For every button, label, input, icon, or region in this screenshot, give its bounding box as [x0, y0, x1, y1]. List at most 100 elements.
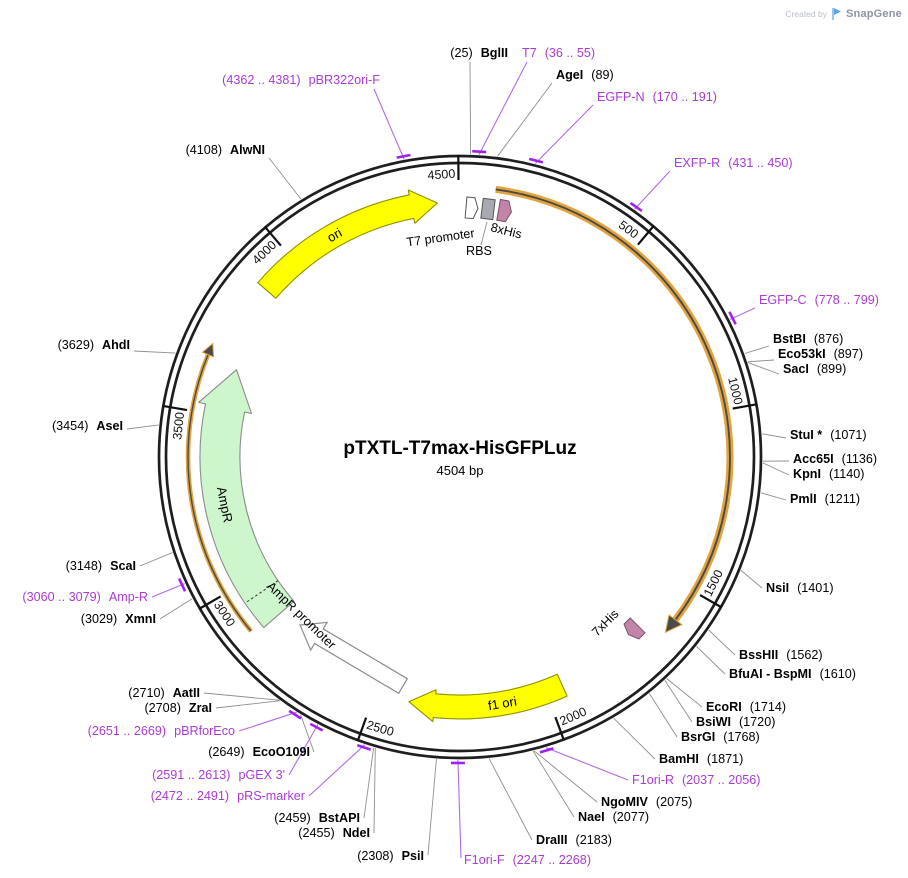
- plasmid-title-block: pTXTL-T7max-HisGFPLuz 4504 bp: [343, 438, 576, 478]
- leader-line-psii: [427, 759, 437, 856]
- feature-label-t7-promoter: T7 promoter: [406, 226, 476, 249]
- leader-line-nsii: [740, 570, 763, 589]
- enzyme-label-bfuai-bspmi: BfuAI - BspMI (1610): [729, 667, 856, 681]
- primer-label-amp-r: (3060 .. 3079) Amp-R: [22, 590, 148, 604]
- ampr-orf-arrowhead: [201, 342, 215, 358]
- enzyme-label-xmni: (3029) XmnI: [81, 612, 156, 626]
- feature-label-8xhis: 8xHis: [489, 220, 523, 241]
- ori-label: ori: [325, 225, 345, 245]
- leader-line-bstapi: [363, 747, 375, 819]
- leader-line-ahdi: [133, 350, 176, 354]
- leader-line-agei: [497, 82, 553, 157]
- tick-label-3000: 3000: [211, 598, 238, 629]
- leader-line-ngomiv: [533, 750, 598, 803]
- f1-ori-label: f1 ori: [487, 694, 518, 714]
- f1-ori-feature-arrow: [408, 673, 568, 723]
- enzyme-label-bsshii: BssHII (1562): [739, 648, 823, 662]
- primer-label-egfp-c: EGFP-C (778 .. 799): [759, 293, 879, 307]
- rbs-glyph: [480, 197, 496, 221]
- tick-500: [637, 224, 655, 246]
- snapgene-logo-icon: [831, 8, 841, 20]
- leader-line-pbr322ori-f: [373, 88, 405, 160]
- primer-label-prs-marker: (2472 .. 2491) pRS-marker: [151, 789, 305, 803]
- enzyme-label-bamhi: BamHI (1871): [659, 752, 743, 766]
- leader-line-asei: [126, 424, 159, 430]
- leader-line-bsshii: [708, 629, 736, 656]
- enzyme-label-ngomiv: NgoMIV (2075): [601, 795, 692, 809]
- tick-2500: [356, 717, 368, 742]
- enzyme-label-bsiwi: BsiWI (1720): [696, 715, 775, 729]
- enzyme-label-ndei: (2455) NdeI: [298, 826, 370, 840]
- enzyme-label-scai: (3148) ScaI: [66, 559, 136, 573]
- leader-line-bsiwi: [664, 680, 693, 723]
- primer-mark-pgex-3: [309, 722, 324, 732]
- primer-mark-pbrforeco: [288, 709, 302, 720]
- enzyme-label-asei: (3454) AseI: [52, 419, 123, 433]
- leader-line-eco53ki: [747, 359, 775, 363]
- tick-label-3500: 3500: [170, 411, 187, 440]
- primer-label-pbr322ori-f: (4362 .. 4381) pBR322ori-F: [222, 73, 380, 87]
- enzyme-label-psii: (2308) PsiI: [357, 849, 424, 863]
- enzyme-label-bstbi: BstBI (876): [773, 332, 843, 346]
- tick-1500: [699, 594, 723, 609]
- primer-mark-egfp-c: [728, 311, 737, 325]
- enzyme-label-zrai: (2708) ZraI: [144, 701, 212, 715]
- feature-label-rbs: RBS: [466, 244, 492, 258]
- leader-line-egfp-n: [534, 104, 594, 164]
- tick-label-1000: 1000: [725, 376, 745, 406]
- enzyme-label-ecori: EcoRI (1714): [706, 700, 786, 714]
- plasmid-backbone-inner-ring: [164, 161, 756, 753]
- tick-2000: [554, 716, 566, 741]
- leader-line-ndei: [373, 747, 376, 834]
- ampr-promoter-pointer-arrow: [299, 621, 409, 695]
- primer-label-t7: T7 (36 .. 55): [522, 46, 595, 60]
- tick-label-4500: 4500: [427, 167, 456, 183]
- tick-3000: [198, 595, 222, 610]
- leader-line-draiii: [488, 758, 533, 841]
- ampr-label: AmpR: [214, 485, 236, 523]
- enzyme-label-bsrgi: BsrGI (1768): [681, 730, 760, 744]
- primer-mark-prs-marker: [356, 743, 372, 751]
- his8-glyph: [496, 198, 512, 223]
- leader-line-pgex-3: [288, 724, 319, 776]
- leader-line-prs-marker: [308, 744, 366, 797]
- primer-label-exfp-r: EXFP-R (431 .. 450): [674, 156, 793, 170]
- glyph-connector-0: [480, 221, 488, 246]
- enzyme-label-agei: AgeI (89): [556, 68, 614, 82]
- leader-line-stui: [762, 433, 787, 439]
- leader-line-aatii: [203, 692, 280, 701]
- primer-label-f1ori-r: F1ori-R (2037 .. 2056): [632, 773, 760, 787]
- enzyme-label-nsii: NsiI (1401): [766, 581, 834, 595]
- watermark-brand: SnapGene: [845, 8, 902, 20]
- leader-line-zrai: [215, 700, 281, 709]
- leader-line-f1ori-r: [545, 747, 629, 781]
- leader-line-pbrforeco: [238, 711, 297, 732]
- his7-glyph: [623, 617, 646, 640]
- ampr-feature-arrow: [198, 369, 295, 629]
- leader-line-ecoo109i: [300, 714, 315, 753]
- enzyme-label-draiii: DraIII (2183): [536, 833, 612, 847]
- primer-label-egfp-n: EGFP-N (170 .. 191): [597, 90, 717, 104]
- plasmid-backbone-outer-ring: [157, 154, 763, 760]
- primer-mark-exfp-r: [629, 201, 643, 213]
- enzyme-label-pmli: PmlI (1211): [790, 492, 860, 506]
- leader-line-t7: [478, 61, 528, 155]
- leader-line-saci: [747, 362, 780, 375]
- leader-line-exfp-r: [634, 170, 671, 210]
- t7-promoter-glyph: [464, 196, 479, 220]
- enzyme-label-bstapi: (2459) BstAPI: [274, 811, 360, 825]
- enzyme-label-naei: NaeI (2077): [578, 810, 649, 824]
- leader-line-scai: [139, 552, 173, 567]
- hisgfpluz-orf-core: [495, 188, 731, 621]
- tick-1000: [732, 403, 758, 410]
- hisgfpluz-orf-arrowhead: [664, 614, 683, 634]
- leader-line-alwni: [268, 157, 302, 200]
- tick-label-4000: 4000: [250, 238, 280, 267]
- leader-line-f1ori-f: [457, 759, 462, 859]
- leader-line-pmli: [760, 492, 787, 501]
- leader-line-egfp-c: [729, 307, 756, 320]
- enzyme-label-ahdi: (3629) AhdI: [58, 338, 130, 352]
- leader-line-bsrgi: [649, 693, 678, 738]
